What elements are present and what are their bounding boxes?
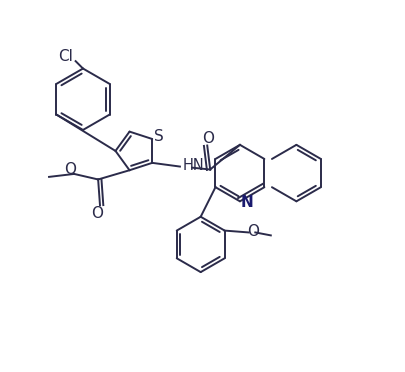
Text: O: O xyxy=(91,206,103,221)
Text: HN: HN xyxy=(182,158,204,173)
Text: O: O xyxy=(247,224,259,239)
Text: O: O xyxy=(202,131,214,146)
Text: S: S xyxy=(153,129,163,144)
Text: N: N xyxy=(240,195,252,210)
Text: Cl: Cl xyxy=(58,49,73,64)
Text: O: O xyxy=(64,162,76,177)
